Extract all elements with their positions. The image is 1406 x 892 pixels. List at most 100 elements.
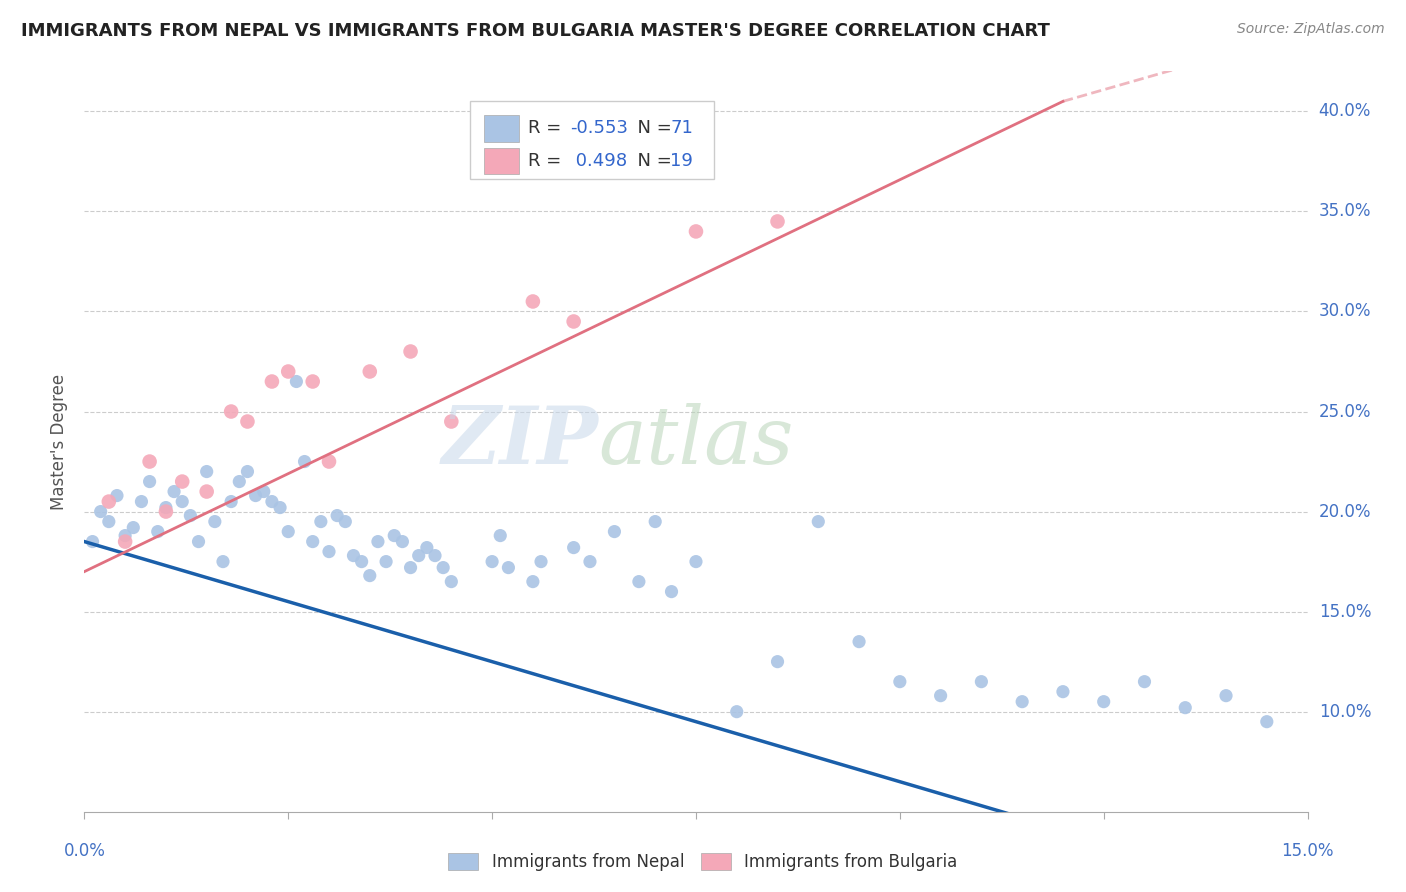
Point [155, 505, 177, 519]
Point [350, 555, 373, 569]
Point [318, 454, 340, 468]
Point [367, 534, 389, 549]
Point [408, 549, 430, 563]
Point [172, 494, 194, 508]
Point [155, 500, 177, 515]
Point [277, 524, 299, 539]
Point [212, 555, 235, 569]
Point [766, 214, 789, 228]
Point [253, 484, 276, 499]
Text: Source: ZipAtlas.com: Source: ZipAtlas.com [1237, 22, 1385, 37]
Point [97, 515, 120, 529]
Text: N =: N = [626, 152, 678, 170]
Point [1052, 684, 1074, 698]
Point [644, 515, 666, 529]
Point [187, 534, 209, 549]
Point [105, 489, 128, 503]
Point [179, 508, 201, 523]
Point [391, 534, 413, 549]
Point [318, 544, 340, 558]
Point [399, 344, 422, 359]
Point [138, 454, 160, 468]
Point [423, 549, 446, 563]
Point [294, 454, 316, 468]
Text: -0.553: -0.553 [569, 120, 628, 137]
Point [685, 224, 707, 238]
FancyBboxPatch shape [484, 115, 519, 142]
Point [114, 534, 136, 549]
Point [489, 528, 512, 542]
Point [195, 465, 218, 479]
Point [90, 505, 112, 519]
Text: 30.0%: 30.0% [1319, 302, 1371, 320]
Point [301, 534, 323, 549]
Point [131, 494, 153, 508]
Point [498, 560, 520, 574]
Point [416, 541, 439, 555]
Point [342, 549, 364, 563]
Point [530, 555, 553, 569]
Text: 10.0%: 10.0% [1319, 703, 1371, 721]
Point [172, 475, 194, 489]
Text: 0.0%: 0.0% [63, 842, 105, 860]
Text: 71: 71 [671, 120, 693, 137]
Point [481, 555, 503, 569]
Point [219, 494, 242, 508]
Point [260, 375, 283, 389]
Point [522, 294, 544, 309]
Point [163, 484, 186, 499]
Point [522, 574, 544, 589]
Point [277, 364, 299, 378]
Point [326, 508, 349, 523]
Point [807, 515, 830, 529]
Point [889, 674, 911, 689]
Point [725, 705, 748, 719]
Text: 25.0%: 25.0% [1319, 402, 1371, 420]
Point [766, 655, 789, 669]
FancyBboxPatch shape [484, 147, 519, 174]
Point [627, 574, 650, 589]
Point [1174, 700, 1197, 714]
Point [1256, 714, 1278, 729]
Point [685, 555, 707, 569]
Point [432, 560, 454, 574]
Point [82, 534, 104, 549]
Text: 0.498: 0.498 [569, 152, 627, 170]
Point [269, 500, 291, 515]
Text: 40.0%: 40.0% [1319, 103, 1371, 120]
Point [335, 515, 357, 529]
Text: atlas: atlas [598, 403, 793, 480]
Point [309, 515, 332, 529]
Point [603, 524, 626, 539]
Point [285, 375, 308, 389]
Point [399, 560, 422, 574]
Text: 19: 19 [671, 152, 693, 170]
Text: 15.0%: 15.0% [1319, 603, 1371, 621]
Legend: Immigrants from Nepal, Immigrants from Bulgaria: Immigrants from Nepal, Immigrants from B… [440, 845, 966, 880]
Point [579, 555, 602, 569]
Point [146, 524, 169, 539]
Text: IMMIGRANTS FROM NEPAL VS IMMIGRANTS FROM BULGARIA MASTER'S DEGREE CORRELATION CH: IMMIGRANTS FROM NEPAL VS IMMIGRANTS FROM… [21, 22, 1050, 40]
Point [661, 584, 683, 599]
Point [562, 541, 585, 555]
Point [138, 475, 160, 489]
Point [236, 415, 259, 429]
FancyBboxPatch shape [470, 101, 714, 178]
Point [359, 568, 381, 582]
Point [848, 634, 870, 648]
Point [440, 415, 463, 429]
Point [382, 528, 405, 542]
Point [204, 515, 226, 529]
Text: 15.0%: 15.0% [1281, 842, 1334, 860]
Point [236, 465, 259, 479]
Point [245, 489, 267, 503]
Point [228, 475, 250, 489]
Point [929, 689, 952, 703]
Text: 35.0%: 35.0% [1319, 202, 1371, 220]
Y-axis label: Master's Degree: Master's Degree [51, 374, 69, 509]
Text: ZIP: ZIP [441, 403, 598, 480]
Text: 20.0%: 20.0% [1319, 502, 1371, 521]
Point [1011, 695, 1033, 709]
Point [122, 520, 145, 534]
Point [359, 364, 381, 378]
